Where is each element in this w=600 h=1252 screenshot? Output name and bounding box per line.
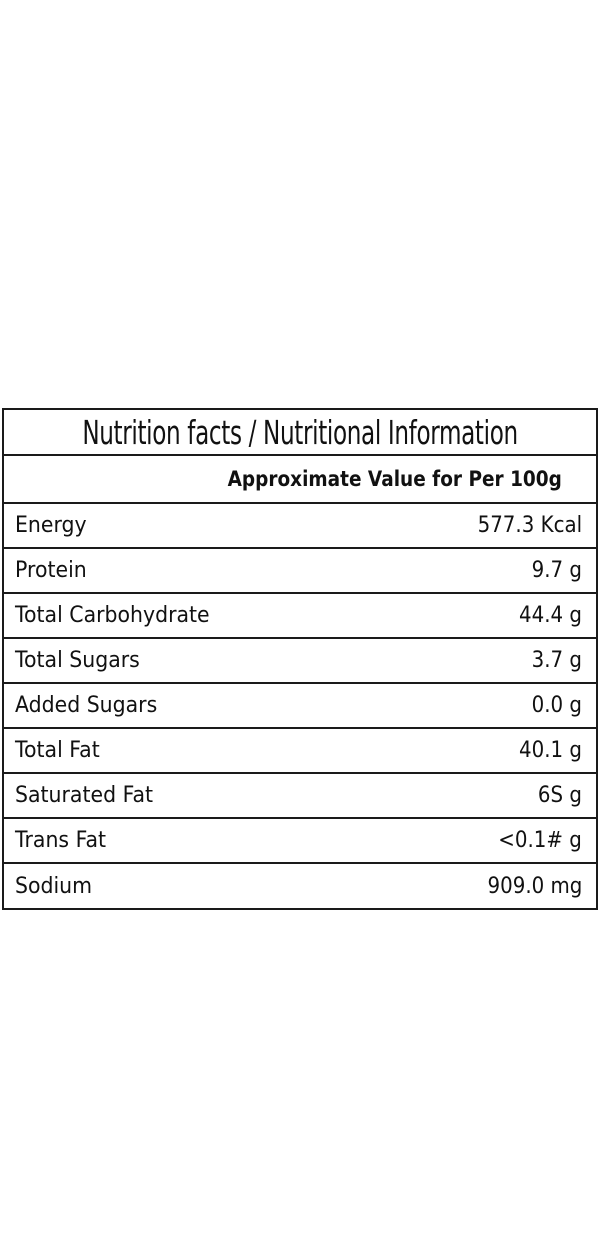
- nutrient-name: Energy: [15, 513, 87, 538]
- serving-basis-label: Approximate Value for Per 100g: [227, 467, 562, 491]
- nutrient-amount: 40.1 g: [519, 738, 582, 763]
- table-row: Saturated Fat 6S g: [4, 774, 596, 819]
- table-row: Total Sugars 3.7 g: [4, 639, 596, 684]
- nutrient-name: Total Fat: [15, 738, 100, 763]
- title-row: Nutrition facts / Nutritional Informatio…: [4, 410, 596, 456]
- nutrient-name: Total Sugars: [15, 648, 140, 673]
- nutrient-name: Added Sugars: [15, 693, 158, 718]
- table-row: Total Fat 40.1 g: [4, 729, 596, 774]
- table-title: Nutrition facts / Nutritional Informatio…: [82, 412, 518, 452]
- nutrient-name: Trans Fat: [15, 828, 107, 853]
- table-row: Energy 577.3 Kcal: [4, 504, 596, 549]
- nutrient-amount: 44.4 g: [519, 603, 582, 628]
- table-row: Added Sugars 0.0 g: [4, 684, 596, 729]
- nutrient-amount: <0.1# g: [498, 828, 582, 853]
- nutrient-name: Sodium: [15, 873, 93, 899]
- subtitle-row: Approximate Value for Per 100g: [4, 456, 596, 504]
- nutrition-facts-table: Nutrition facts / Nutritional Informatio…: [2, 408, 598, 910]
- nutrient-amount: 3.7 g: [531, 648, 582, 673]
- nutrient-amount: 909.0 mg: [487, 873, 582, 899]
- nutrient-rows: Energy 577.3 Kcal Protein 9.7 g Total Ca…: [4, 504, 596, 908]
- nutrient-name: Protein: [15, 558, 87, 583]
- table-row: Trans Fat <0.1# g: [4, 819, 596, 864]
- nutrient-amount: 577.3 Kcal: [477, 513, 582, 538]
- table-row: Sodium 909.0 mg: [4, 864, 596, 908]
- nutrient-amount: 6S g: [537, 783, 582, 808]
- table-row: Protein 9.7 g: [4, 549, 596, 594]
- nutrient-amount: 9.7 g: [531, 558, 582, 583]
- nutrient-name: Saturated Fat: [15, 783, 154, 808]
- nutrient-name: Total Carbohydrate: [15, 603, 210, 628]
- table-row: Total Carbohydrate 44.4 g: [4, 594, 596, 639]
- nutrient-amount: 0.0 g: [531, 693, 582, 718]
